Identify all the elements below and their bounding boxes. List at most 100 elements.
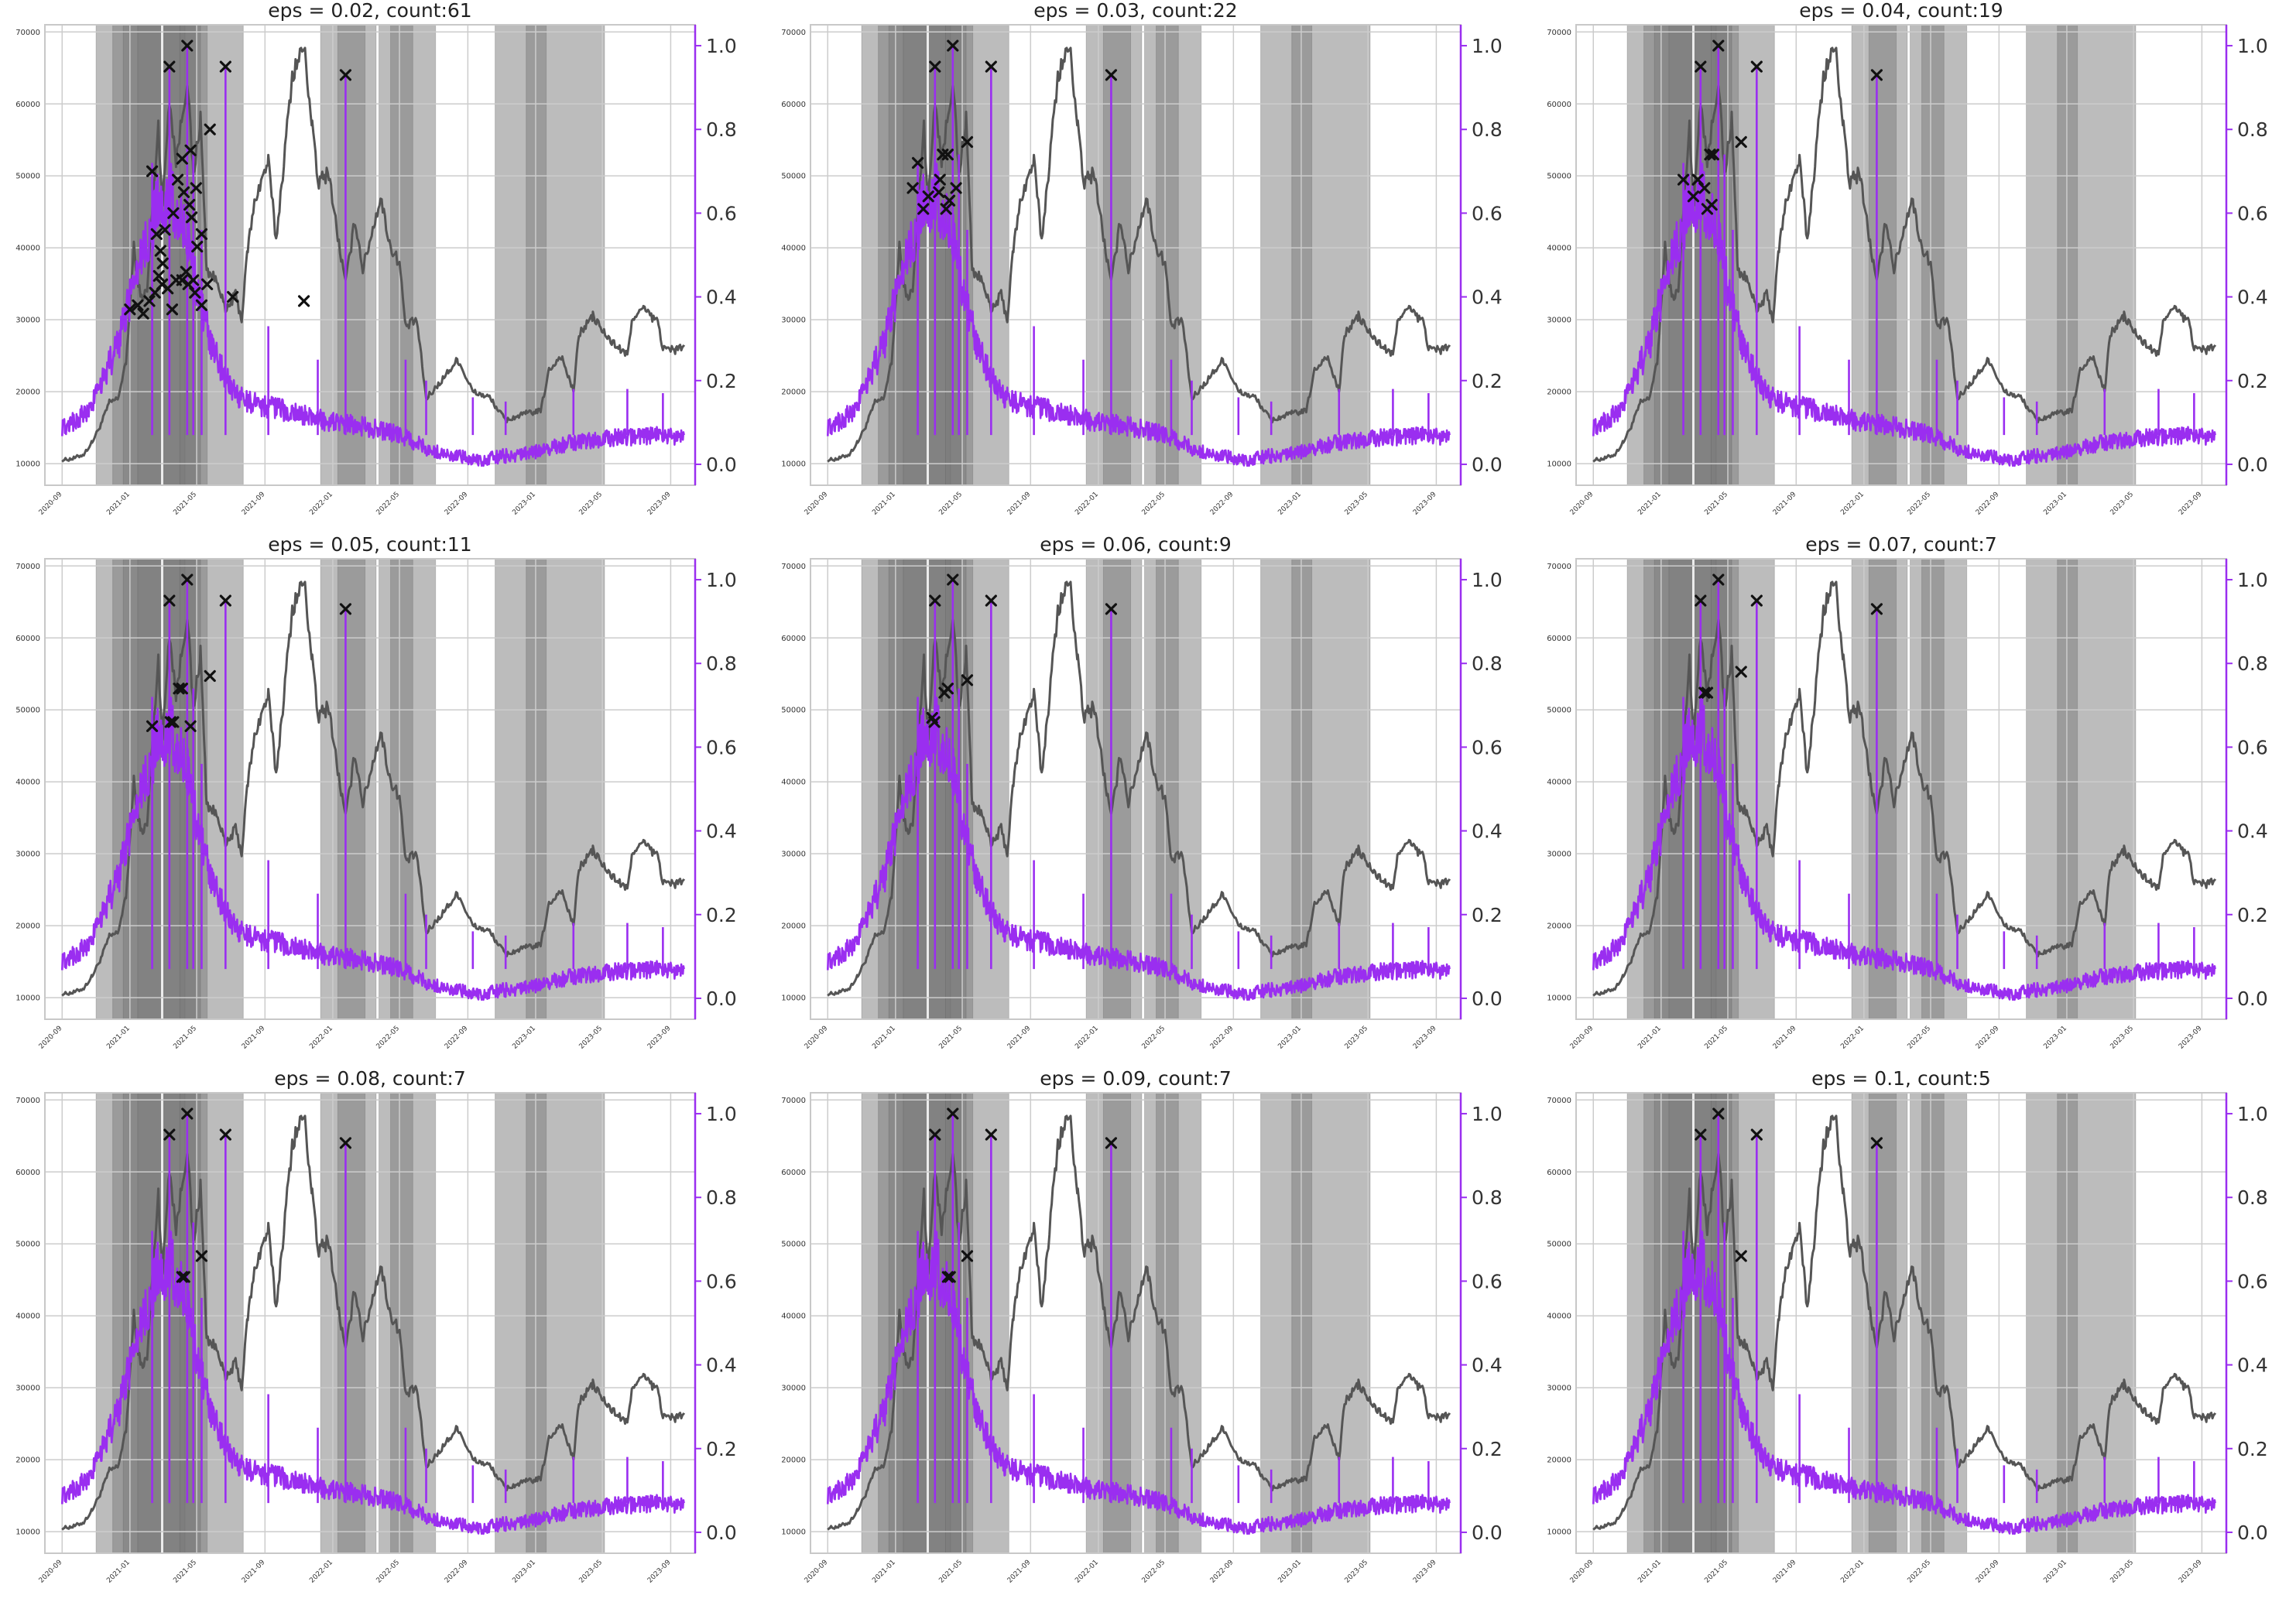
anomaly-marker-stroke [195, 299, 208, 312]
x-tick-label: 2022-01 [1074, 1025, 1100, 1051]
anomaly-marker [961, 674, 974, 686]
anomaly-marker [339, 69, 352, 81]
anomaly-marker-stroke [985, 594, 997, 607]
y-left-tick-label: 10000 [1547, 460, 1571, 469]
anomaly-marker-stroke [1712, 573, 1725, 586]
anomaly-marker [219, 594, 231, 607]
band-gap [1691, 559, 1695, 1019]
x-tick-label: 2022-09 [444, 1559, 470, 1585]
y-left-tick-label: 70000 [1547, 29, 1571, 37]
x-tick-label: 2021-05 [172, 1025, 198, 1051]
score-series-line [1592, 693, 2216, 1001]
anomaly-marker [1870, 1137, 1883, 1149]
anomaly-marker [152, 269, 165, 282]
anomaly-marker [1695, 60, 1707, 73]
anomaly-marker-stroke [191, 241, 204, 253]
y-right-tick-label: 0.4 [706, 1354, 737, 1377]
y-left-tick-label: 60000 [781, 101, 806, 109]
anomaly-marker-stroke [204, 123, 216, 135]
anomaly-marker [167, 716, 180, 728]
x-tick-label: 2021-01 [105, 1559, 132, 1585]
y-right-tick-label: 0.0 [706, 1522, 737, 1544]
price-series-line [827, 580, 1451, 997]
chart-title: eps = 0.07, count:7 [1805, 533, 1997, 556]
x-tick-label: 2021-05 [172, 491, 198, 517]
band-gap [483, 559, 486, 1019]
anomaly-marker-stroke [1698, 182, 1711, 194]
anomaly-marker-stroke [1695, 60, 1707, 73]
x-tick-label: 2021-09 [1772, 1025, 1798, 1051]
y-right-tick-label: 0.8 [2237, 1186, 2268, 1209]
y-right-tick-label: 0.4 [706, 286, 737, 309]
anomaly-marker [911, 156, 924, 169]
anomaly-marker-stroke [163, 60, 176, 73]
band-gap [277, 25, 280, 485]
anomaly-marker-stroke [1687, 190, 1700, 203]
y-left-tick-label: 50000 [15, 1241, 40, 1249]
anomaly-marker-stroke [929, 1128, 941, 1141]
anomaly-marker [167, 207, 180, 220]
anomaly-marker [1677, 173, 1690, 186]
y-right-tick-label: 0.6 [706, 736, 737, 758]
x-tick-label: 2023-05 [2109, 1559, 2136, 1585]
price-series-line [827, 46, 1451, 463]
x-tick-label: 2021-09 [1772, 491, 1798, 517]
score-series-line [827, 693, 1451, 1001]
band-gap [160, 1093, 163, 1553]
band-gap [1043, 25, 1046, 485]
x-tick-label: 2021-01 [871, 491, 897, 517]
anomaly-marker [1701, 686, 1714, 699]
plot-area [1576, 559, 2226, 1019]
chart-panel: eps = 0.09, count:7 10000 20000 30000 40000 5… [766, 1067, 1530, 1602]
x-tick-label: 2022-01 [308, 491, 334, 517]
y-left-tick-label: 70000 [15, 1097, 40, 1105]
y-left-tick-label: 20000 [15, 923, 40, 931]
anomaly-marker-stroke [339, 69, 352, 81]
y-right-tick-label: 0.2 [1472, 904, 1503, 926]
anomaly-marker [947, 1107, 959, 1120]
anomaly-marker [227, 290, 239, 303]
anomaly-marker [1695, 1128, 1707, 1141]
anomaly-marker-stroke [219, 594, 231, 607]
y-left-tick-label: 50000 [15, 173, 40, 181]
anomaly-marker [906, 182, 919, 194]
anomaly-marker-stroke [297, 295, 310, 307]
band-gap [1808, 559, 1811, 1019]
anomaly-marker-stroke [961, 135, 974, 149]
anomaly-marker [181, 1107, 194, 1120]
anomaly-marker [181, 39, 194, 52]
anomaly-marker [1698, 686, 1711, 699]
y-left-tick-label: 20000 [15, 389, 40, 397]
anomaly-marker [219, 1128, 231, 1141]
y-left-tick-label: 60000 [15, 1169, 40, 1177]
anomaly-marker [950, 182, 962, 194]
anomaly-marker [934, 173, 946, 186]
y-left-tick-label: 30000 [1547, 1385, 1571, 1393]
anomaly-marker [917, 203, 930, 215]
chart-svg: eps = 0.05, count:11 10000 20000 30000 40000… [15, 533, 737, 1051]
anomaly-marker [176, 1271, 188, 1283]
band-gap [1249, 1093, 1252, 1553]
anomaly-marker [961, 135, 974, 149]
y-left-tick-label: 30000 [15, 317, 40, 325]
y-right-tick-label: 0.4 [2237, 286, 2268, 309]
shaded-band [495, 25, 605, 485]
chart-panel: eps = 0.06, count:9 10000 20000 30000 40000 5… [766, 533, 1530, 1068]
anomaly-marker [1712, 1107, 1725, 1120]
anomaly-marker-stroke [154, 245, 166, 257]
anomaly-marker [154, 245, 166, 257]
band-gap [1249, 25, 1252, 485]
anomaly-marker-stroke [929, 60, 941, 73]
y-right-tick-label: 0.4 [706, 820, 737, 843]
anomaly-marker [961, 1250, 974, 1262]
chart-svg: eps = 0.03, count:22 10000 20000 30000 40000… [781, 0, 1503, 517]
plot-area [45, 1093, 695, 1553]
anomaly-marker-stroke [189, 286, 201, 299]
x-tick-label: 2023-05 [1344, 1559, 1370, 1585]
band-gap [160, 25, 163, 485]
y-right-tick-label: 0.2 [706, 370, 737, 392]
anomaly-marker-stroke [928, 716, 941, 728]
anomaly-marker-stroke [929, 594, 941, 607]
anomaly-marker-stroke [950, 182, 962, 194]
